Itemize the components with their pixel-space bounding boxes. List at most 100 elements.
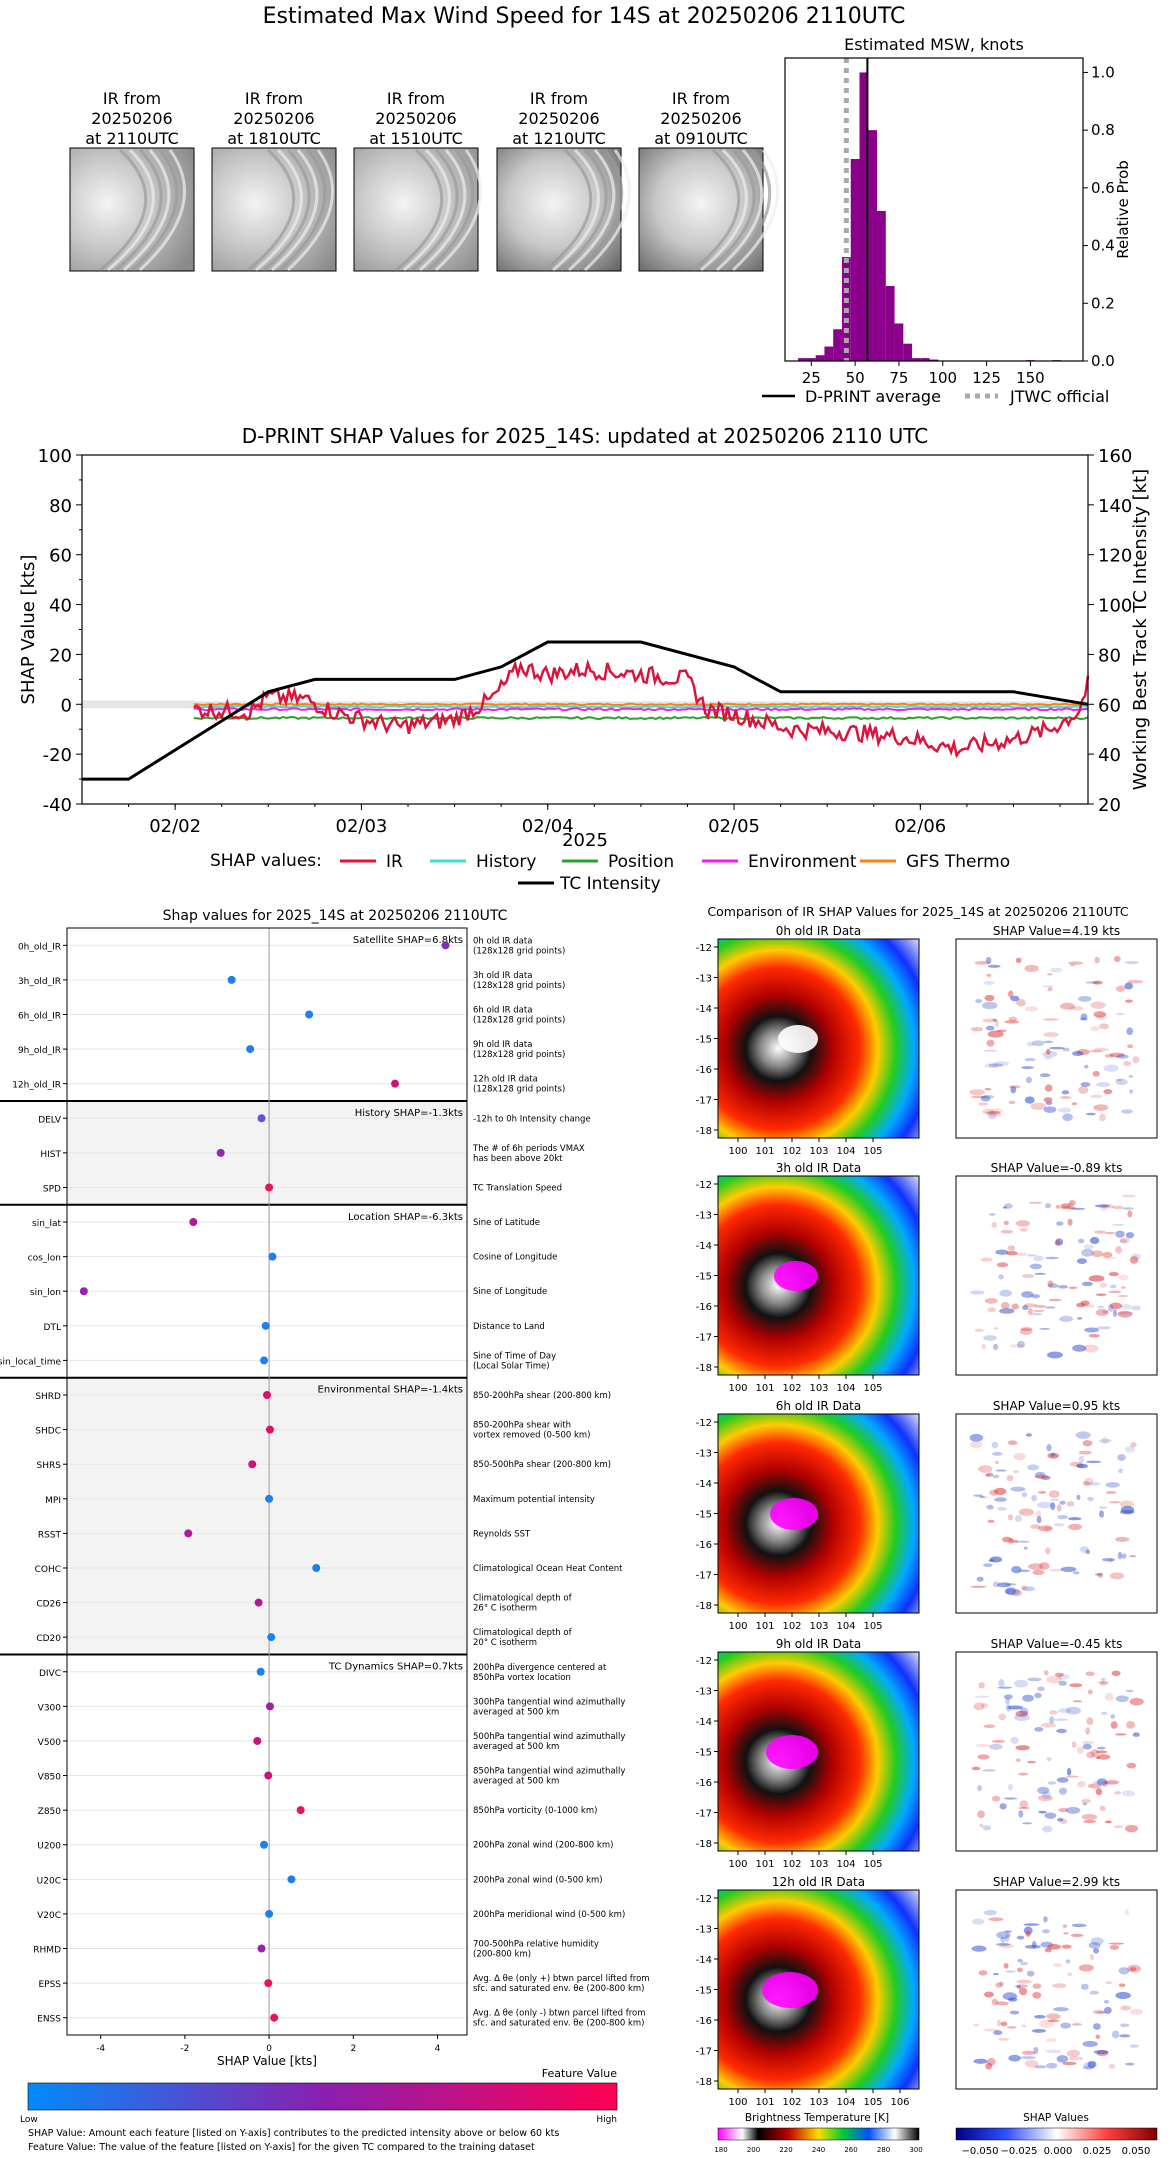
ir-thumbnail-label: IR from (245, 89, 303, 108)
shap-blob (1109, 1945, 1120, 1950)
shap-blob (992, 1018, 997, 1022)
shap-blob (988, 1917, 1004, 1922)
shap-blob (1042, 1825, 1053, 1833)
cloud-band (560, 148, 608, 272)
y2-tick-label: 80 (1098, 645, 1121, 666)
ir-thumbnail-label: 20250206 (518, 109, 599, 128)
shap-blob (1014, 1679, 1029, 1688)
legend-label: History (476, 852, 536, 872)
histogram-bar (824, 346, 834, 361)
shap-blob (1115, 1230, 1125, 1238)
shap-blob (1096, 1746, 1106, 1750)
shap-blob (1014, 1714, 1030, 1721)
shap-blob (992, 1973, 1000, 1976)
shap-blob (1099, 1023, 1110, 1030)
lat-tick-label: -18 (696, 1601, 712, 1612)
shap-blob (1021, 1492, 1028, 1498)
shap-blob (1044, 1812, 1057, 1819)
shap-blob (1015, 1220, 1031, 1227)
shap-blob (1031, 1312, 1043, 1316)
shap-blob (978, 1102, 989, 1106)
shap-blob (1121, 1553, 1127, 1559)
lon-tick-label: 102 (782, 2097, 801, 2108)
shap-blob (1062, 1113, 1073, 1122)
shap-panel-title: SHAP Value=-0.45 kts (991, 1637, 1123, 1651)
feature-name: HIST (40, 1150, 61, 1160)
shap-blob (1004, 1020, 1020, 1024)
lat-tick-label: -14 (696, 1955, 712, 1966)
shap-blob (1000, 1936, 1006, 1944)
shap-blob (1124, 1909, 1130, 1916)
shap-blob (1026, 1760, 1036, 1764)
shap-blob (1125, 999, 1133, 1003)
shap-blob (993, 1326, 999, 1331)
lat-tick-label: -16 (696, 1540, 712, 1551)
histogram-bar (806, 358, 816, 361)
shap-blob (1059, 1096, 1072, 1099)
shap-colorbar-title: SHAP Values (1023, 2112, 1089, 2124)
feature-point (264, 1979, 273, 1988)
shap-blob (1046, 1675, 1062, 1684)
cloud-band (544, 148, 593, 272)
shap-blob (1055, 1204, 1061, 1209)
y2-tick-label: 140 (1098, 496, 1132, 517)
shap-blob (1058, 1284, 1068, 1289)
shap-blob (983, 1563, 993, 1568)
shap-blob (1082, 2040, 1098, 2047)
x-tick-label: 02/05 (708, 816, 760, 837)
shap-blob (1090, 1937, 1104, 1946)
shap-blob (1034, 1304, 1047, 1308)
shap-blob (1047, 1781, 1057, 1785)
feature-point (257, 1114, 266, 1123)
shap-blob (1017, 1967, 1023, 1973)
shap-blob (1129, 1089, 1134, 1094)
shap-blob (1124, 961, 1140, 965)
feature-point (260, 1356, 269, 1365)
timeseries-ylabel-right: Working Best Track TC Intensity [kt] (1130, 469, 1151, 790)
bt-colorbar-title: Brightness Temperature [K] (745, 2112, 889, 2124)
shap-blob (1078, 1450, 1092, 1455)
lat-tick-label: -14 (696, 1004, 712, 1015)
shap-blob (1099, 1113, 1106, 1122)
y2-tick-label: 100 (1098, 596, 1132, 617)
y-tick-label: 100 (38, 446, 72, 467)
shap-blob (1059, 1002, 1075, 1010)
shap-blob (986, 1039, 995, 1047)
shap-blob (1065, 1806, 1081, 1814)
shap-blob (1111, 2030, 1120, 2039)
shap-blob (1104, 1692, 1114, 1701)
colorbar-title: Feature Value (542, 2067, 618, 2080)
feature-name: 6h_old_IR (18, 1011, 61, 1021)
shap-blob (969, 1290, 985, 1295)
ir-eye (774, 1261, 818, 1291)
shap-blob (1102, 1310, 1108, 1314)
shap-blob (1090, 1094, 1103, 1099)
shap-blob (1117, 1294, 1129, 1298)
feature-name: SHRS (37, 1461, 62, 1471)
feature-description: averaged at 500 km (473, 1707, 559, 1717)
shap-blob (1070, 1933, 1084, 1937)
shap-blob (1088, 1049, 1103, 1053)
cloud-band (434, 149, 482, 272)
feature-point (391, 1079, 399, 1088)
shap-blob (1093, 1780, 1109, 1785)
y-tick-label: -20 (43, 745, 72, 766)
shap-blob (983, 1724, 996, 1729)
feature-point (261, 1321, 270, 1330)
cloud-band (247, 148, 296, 272)
shap-blob (998, 1274, 1004, 1280)
ir-panel-title: 6h old IR Data (776, 1399, 862, 1413)
shap-blob (1027, 1254, 1037, 1257)
shap-blob (1037, 1525, 1054, 1532)
shap-blob (1043, 1040, 1054, 1044)
ir-thumbnail-label: IR from (387, 89, 445, 108)
shap-blob (1115, 985, 1126, 992)
feature-description: The # of 6h periods VMAX (472, 1144, 585, 1154)
shap-blob (969, 1089, 986, 1096)
shap-blob (1031, 1494, 1037, 1502)
feature-description: (128x128 grid points) (473, 1050, 565, 1060)
shap-blob (1118, 1311, 1134, 1315)
shap-blob (994, 1460, 999, 1465)
shap-blob (1025, 1433, 1032, 1437)
